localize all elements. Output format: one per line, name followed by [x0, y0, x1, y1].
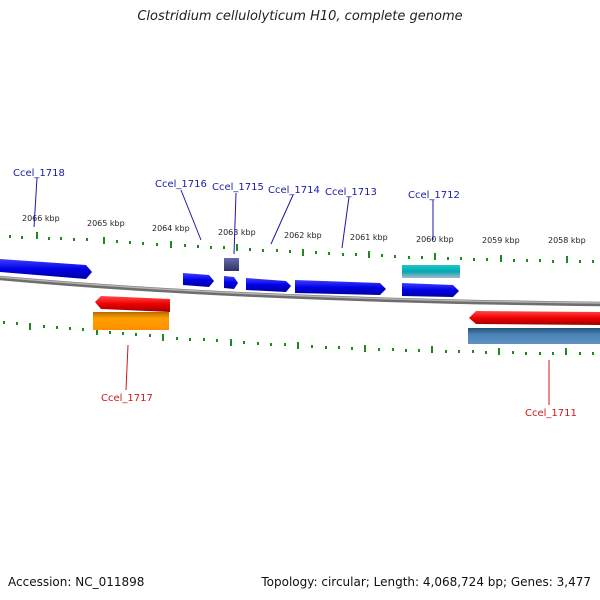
gene-ccel-1715[interactable]	[224, 276, 238, 289]
topology-text: Topology: circular; Length: 4,068,724 bp…	[261, 575, 591, 589]
label-ccel-1718: Ccel_1718	[13, 168, 65, 179]
label-connectors	[33, 177, 550, 405]
label-ccel-1713: Ccel_1713	[325, 187, 377, 198]
gene-ccel-1711[interactable]	[469, 311, 600, 325]
label-ccel-1715: Ccel_1715	[212, 182, 264, 193]
gene-ccel-1716[interactable]	[183, 273, 214, 287]
genome-backbone	[0, 275, 600, 307]
forward-genes	[0, 258, 460, 297]
feature-ccel-1717-extra[interactable]	[93, 312, 169, 330]
scale-label-2063: 2063 kbp	[218, 228, 256, 237]
scale-label-2061: 2061 kbp	[350, 233, 388, 242]
lower-scale	[3, 321, 594, 355]
label-ccel-1711: Ccel_1711	[525, 408, 577, 419]
scale-label-2064: 2064 kbp	[152, 224, 190, 233]
gene-ccel-1718[interactable]	[0, 259, 92, 279]
scale-label-2062: 2062 kbp	[284, 231, 322, 240]
feature-ccel-1712-extra[interactable]	[402, 265, 460, 278]
scale-label-2060: 2060 kbp	[416, 235, 454, 244]
map-title: Clostridium cellulolyticum H10, complete…	[137, 9, 463, 24]
gene-ccel-1713[interactable]	[295, 280, 386, 295]
scale-labels: 2066 kbp 2065 kbp 2064 kbp 2063 kbp 2062…	[22, 214, 586, 245]
gene-ccel-1714[interactable]	[246, 278, 291, 292]
scale-label-2066: 2066 kbp	[22, 214, 60, 223]
label-ccel-1716: Ccel_1716	[155, 179, 207, 190]
label-ccel-1714: Ccel_1714	[268, 185, 320, 196]
label-ccel-1717: Ccel_1717	[101, 393, 153, 404]
reverse-genes	[93, 296, 600, 344]
genome-backbone-highlight	[0, 276, 600, 304]
label-ccel-1712: Ccel_1712	[408, 190, 460, 201]
gene-labels: Ccel_1718 Ccel_1716 Ccel_1715 Ccel_1714 …	[13, 168, 577, 419]
upper-scale	[9, 232, 594, 263]
accession-text: Accession: NC_011898	[8, 575, 145, 589]
gene-ccel-1717[interactable]	[95, 296, 170, 312]
scale-label-2059: 2059 kbp	[482, 236, 520, 245]
scale-label-2065: 2065 kbp	[87, 219, 125, 228]
feature-ccel-1715-small[interactable]	[224, 258, 239, 271]
scale-label-2058: 2058 kbp	[548, 236, 586, 245]
feature-ccel-1711-extra[interactable]	[468, 328, 600, 344]
gene-ccel-1712[interactable]	[402, 283, 459, 297]
